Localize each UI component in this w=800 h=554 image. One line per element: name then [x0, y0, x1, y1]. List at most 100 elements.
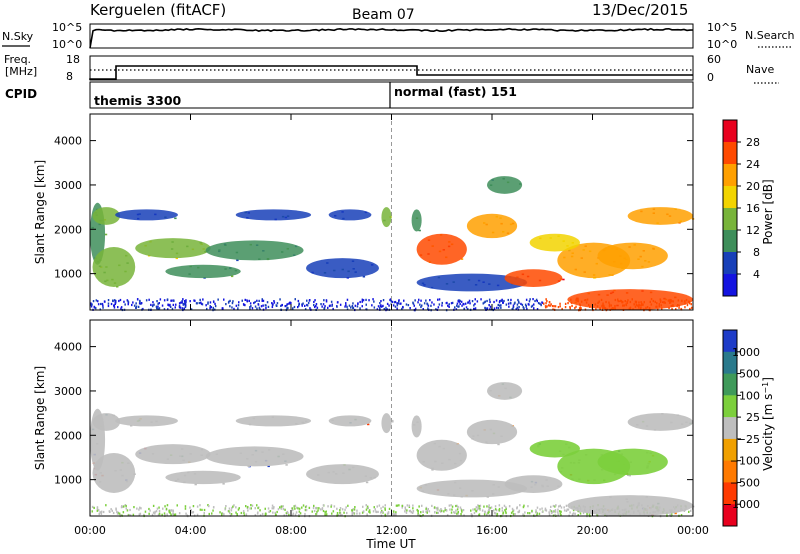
power-data-cell	[480, 298, 482, 301]
power-data-cell	[163, 299, 166, 302]
power-data-cell	[441, 304, 443, 307]
power-data-cell	[332, 307, 334, 311]
station-title: Kerguelen (fitACF)	[90, 1, 226, 19]
velocity-colorbar-swatch	[723, 438, 737, 462]
power-data-cell	[246, 300, 249, 303]
power-data-cell	[385, 306, 387, 309]
velocity-data-cell	[243, 514, 246, 517]
power-data-cell	[518, 306, 520, 309]
velocity-data-cell	[280, 505, 283, 508]
power-data-cell	[174, 306, 176, 309]
power-colorbar-tick-label: 12	[746, 224, 760, 237]
power-scatter-region	[306, 258, 379, 279]
velocity-data-cell	[190, 509, 192, 512]
power-data-cell	[95, 307, 97, 310]
power-data-cell	[150, 303, 152, 306]
velocity-data-cell	[353, 512, 355, 515]
power-data-cell	[217, 298, 219, 301]
power-data-cell	[256, 307, 258, 310]
power-data-cell	[135, 306, 137, 309]
power-data-cell	[116, 285, 119, 288]
velocity-scatter-region	[92, 413, 121, 431]
power-data-cell	[426, 303, 429, 306]
velocity-data-cell	[384, 507, 386, 510]
velocity-data-cell	[166, 513, 168, 516]
power-data-cell	[185, 299, 187, 302]
velocity-data-cell	[391, 419, 394, 422]
velocity-data-cell	[243, 511, 245, 514]
power-data-cell	[251, 307, 254, 310]
power-data-cell	[392, 304, 395, 307]
velocity-data-cell	[91, 505, 94, 508]
velocity-data-cell	[316, 510, 318, 513]
power-data-cell	[567, 302, 569, 305]
velocity-data-cell	[238, 507, 240, 510]
power-data-cell	[368, 299, 370, 302]
power-data-cell	[135, 302, 137, 305]
power-data-cell	[214, 302, 216, 305]
velocity-data-cell	[569, 511, 571, 514]
cpid-segment-2: normal (fast) 151	[394, 84, 517, 99]
freq-label-top: Freq.	[4, 53, 31, 66]
velocity-colorbar-swatch	[723, 504, 737, 527]
power-data-cell	[178, 304, 181, 307]
velocity-data-cell	[118, 512, 121, 515]
velocity-data-cell	[367, 423, 370, 426]
velocity-data-cell	[518, 510, 520, 513]
power-data-cell	[500, 306, 502, 309]
velocity-data-cell	[444, 507, 446, 510]
power-data-cell	[120, 307, 122, 310]
velocity-data-cell	[184, 507, 187, 510]
power-data-cell	[157, 302, 159, 305]
power-scatter-region	[486, 176, 523, 194]
power-data-cell	[527, 303, 530, 306]
velocity-data-cell	[257, 511, 259, 514]
velocity-data-cell	[194, 483, 197, 486]
velocity-data-cell	[285, 514, 288, 517]
power-data-cell	[517, 298, 519, 302]
velocity-data-cell	[408, 510, 411, 513]
velocity-data-cell	[395, 513, 397, 516]
power-data-cell	[540, 304, 542, 307]
power-data-cell	[279, 298, 281, 301]
power-y-tick-label: 4000	[54, 135, 82, 148]
power-data-cell	[409, 307, 411, 310]
velocity-data-cell	[544, 508, 547, 512]
velocity-data-cell	[405, 511, 408, 514]
velocity-colorbar-swatch	[723, 395, 737, 418]
velocity-data-cell	[477, 506, 479, 509]
velocity-data-cell	[304, 506, 307, 509]
velocity-data-cell	[361, 511, 364, 514]
velocity-data-cell	[298, 514, 300, 517]
power-data-cell	[456, 302, 459, 305]
power-colorbar-swatch	[723, 164, 737, 187]
power-data-cell	[289, 302, 291, 305]
velocity-data-cell	[470, 513, 473, 516]
power-data-cell	[233, 307, 235, 310]
x-axis-label: Time UT	[365, 537, 416, 551]
velocity-data-cell	[688, 510, 690, 513]
velocity-data-cell	[235, 506, 237, 509]
power-data-cell	[464, 302, 467, 305]
velocity-data-cell	[393, 513, 395, 516]
power-data-cell	[286, 307, 288, 310]
velocity-data-cell	[324, 513, 326, 516]
power-data-cell	[325, 299, 328, 302]
velocity-data-cell	[504, 509, 506, 512]
power-data-cell	[522, 306, 524, 309]
power-data-cell	[181, 307, 184, 310]
velocity-data-cell	[291, 507, 294, 510]
velocity-data-cell	[222, 483, 225, 485]
velocity-scatter-region	[416, 479, 528, 498]
velocity-data-cell	[453, 511, 455, 514]
power-data-cell	[545, 298, 547, 301]
power-data-cell	[315, 304, 317, 308]
velocity-data-cell	[417, 512, 419, 515]
velocity-data-cell	[473, 511, 476, 515]
velocity-data-cell	[380, 511, 382, 514]
power-data-cell	[200, 301, 202, 304]
power-scatter-region	[416, 273, 528, 292]
power-data-cell	[532, 298, 534, 301]
power-data-cell	[127, 300, 129, 303]
power-scatter-region	[328, 209, 372, 221]
